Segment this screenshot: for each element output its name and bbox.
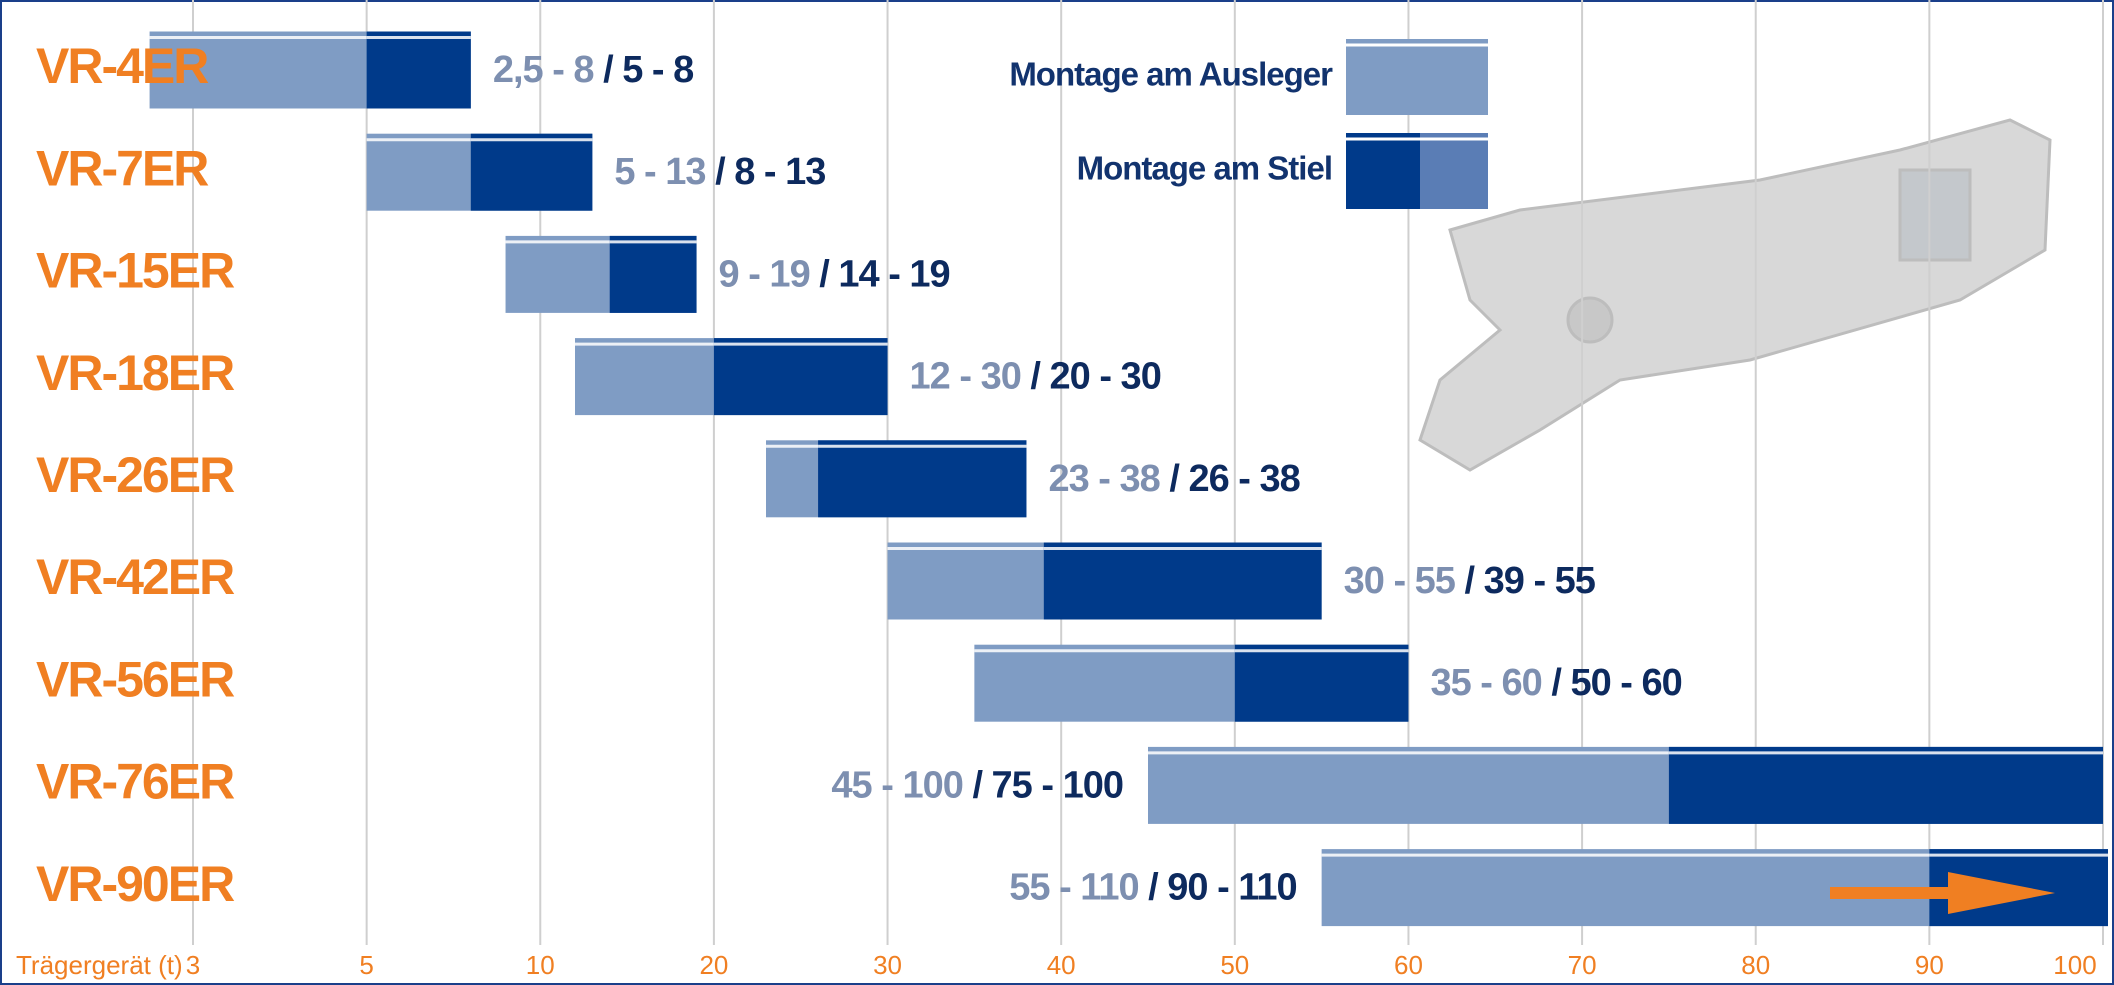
category-label: VR-56ER — [36, 651, 235, 707]
x-tick-label: 10 — [526, 950, 555, 980]
x-axis-label: Trägergerät (t) — [16, 950, 183, 980]
range-value: / 5 - 8 — [603, 49, 693, 91]
range-value: / 75 - 100 — [972, 764, 1123, 806]
legend-swatch — [1346, 39, 1488, 115]
range-label: 55 - 110 / 90 - 110 — [1009, 867, 1296, 909]
category-label: VR-76ER — [36, 754, 235, 810]
machine-illustration — [1418, 118, 2052, 472]
range-label: 30 - 55 / 39 - 55 — [1344, 560, 1596, 602]
x-tick-label: 30 — [873, 950, 902, 980]
range-value: / 14 - 19 — [819, 253, 949, 295]
x-tick-label: 80 — [1741, 950, 1770, 980]
range-label: 23 - 38 / 26 - 38 — [1048, 458, 1299, 500]
bar — [818, 440, 1027, 518]
x-tick-label: 20 — [699, 950, 728, 980]
x-tick-label: 70 — [1568, 950, 1597, 980]
x-tick-label: 3 — [186, 950, 200, 980]
range-value: / 39 - 55 — [1465, 560, 1596, 602]
range-value: 35 - 60 — [1430, 662, 1541, 704]
x-tick-label: 60 — [1394, 950, 1423, 980]
category-label: VR-4ER — [36, 38, 209, 94]
bar — [470, 133, 593, 211]
range-label: 5 - 13 / 8 - 13 — [614, 151, 825, 193]
range-value: 55 - 110 — [1009, 867, 1138, 909]
category-label: VR-90ER — [36, 856, 235, 912]
category-label: VR-26ER — [36, 447, 235, 503]
range-value: 30 - 55 — [1344, 560, 1456, 602]
category-label: VR-7ER — [36, 140, 209, 196]
arrow — [1830, 872, 2055, 914]
category-label: VR-15ER — [36, 243, 235, 299]
range-value: 12 - 30 — [910, 356, 1021, 398]
x-tick-label: 40 — [1047, 950, 1076, 980]
range-value: / 20 - 30 — [1030, 356, 1160, 398]
range-label: 9 - 19 / 14 - 19 — [719, 253, 950, 295]
range-value: / 8 - 13 — [715, 151, 825, 193]
x-tick-label: 5 — [359, 950, 373, 980]
range-value: / 50 - 60 — [1551, 662, 1681, 704]
x-tick-label: 100 — [2053, 950, 2096, 980]
range-value: 5 - 13 — [614, 151, 705, 193]
category-label: VR-18ER — [36, 345, 235, 401]
category-label: VR-42ER — [36, 549, 235, 605]
bar — [1043, 542, 1322, 620]
range-value: 9 - 19 — [719, 253, 810, 295]
bar — [366, 31, 471, 109]
x-tick-label: 90 — [1915, 950, 1944, 980]
range-value: 23 - 38 — [1048, 458, 1159, 500]
bar — [1668, 746, 2103, 824]
bar — [1234, 644, 1409, 722]
range-value: / 90 - 110 — [1148, 867, 1296, 909]
x-tick-label: 50 — [1220, 950, 1249, 980]
range-value: 2,5 - 8 — [493, 49, 594, 91]
bar — [713, 338, 888, 416]
range-label: 35 - 60 / 50 - 60 — [1430, 662, 1681, 704]
bar — [609, 235, 697, 313]
legend-label: Montage am Stiel — [1077, 150, 1332, 187]
legend-swatch — [1346, 133, 1420, 209]
range-label: 45 - 100 / 75 - 100 — [831, 764, 1123, 806]
range-label: 2,5 - 8 / 5 - 8 — [493, 49, 693, 91]
range-value: / 26 - 38 — [1169, 458, 1299, 500]
range-label: 12 - 30 / 20 - 30 — [910, 356, 1161, 398]
range-value: 45 - 100 — [831, 764, 962, 806]
legend-label: Montage am Ausleger — [1009, 56, 1333, 93]
